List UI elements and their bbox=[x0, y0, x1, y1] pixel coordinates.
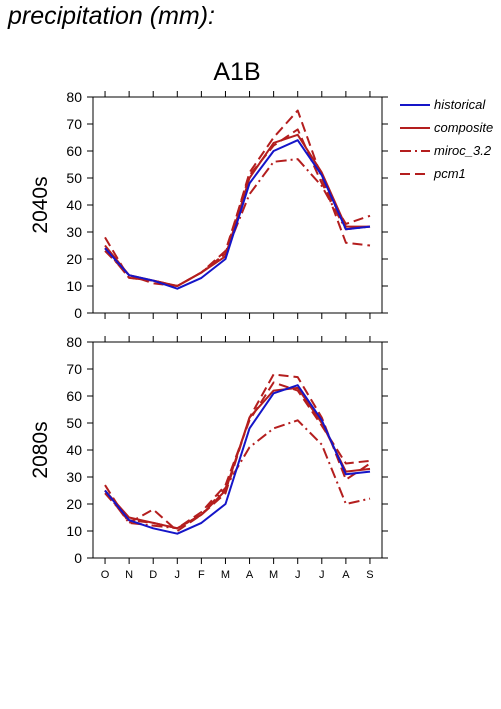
x-tick-label: D bbox=[149, 569, 157, 581]
x-tick-label: S bbox=[366, 569, 373, 581]
y-axis-label: 2080s bbox=[29, 421, 52, 478]
series-line-extra bbox=[104, 381, 371, 530]
x-tick-label: M bbox=[269, 569, 278, 581]
scenario-label: A1B bbox=[213, 58, 260, 86]
series-line-extra bbox=[104, 128, 371, 287]
legend-label-historical: historical bbox=[434, 97, 486, 112]
y-tick-label: 40 bbox=[66, 442, 82, 458]
y-tick-label: 0 bbox=[74, 550, 82, 566]
y-tick-label: 30 bbox=[66, 469, 82, 485]
y-tick-label: 50 bbox=[66, 415, 82, 431]
y-tick-label: 20 bbox=[66, 251, 82, 267]
x-tick-label: A bbox=[246, 569, 254, 581]
x-tick-label: N bbox=[125, 569, 133, 581]
plot-frame bbox=[92, 96, 383, 314]
panel-2080s: 0 10 20 30 40 50 60 70 80 O N D J F M A M J J A S 2080s bbox=[29, 334, 388, 581]
y-tick-label: 80 bbox=[66, 334, 82, 350]
x-tick-label: J bbox=[295, 569, 301, 581]
x-tick-label: O bbox=[101, 569, 110, 581]
y-tick-label: 80 bbox=[66, 89, 82, 105]
series-line-historical bbox=[104, 139, 371, 290]
legend: historical composite miroc_3.2 pcm1 bbox=[400, 97, 493, 181]
y-tick-label: 70 bbox=[66, 116, 82, 132]
y-tick-label: 50 bbox=[66, 170, 82, 186]
x-tick-label: A bbox=[342, 569, 350, 581]
y-tick-label: 10 bbox=[66, 278, 82, 294]
y-tick-label: 60 bbox=[66, 143, 82, 159]
y-tick-label: 0 bbox=[74, 305, 82, 321]
x-tick-label: J bbox=[319, 569, 325, 581]
x-tick-label: F bbox=[198, 569, 205, 581]
x-tick-label: M bbox=[221, 569, 230, 581]
y-tick-label: 60 bbox=[66, 388, 82, 404]
series-line-miroc bbox=[104, 419, 371, 530]
y-tick-label: 40 bbox=[66, 197, 82, 213]
legend-label-pcm1: pcm1 bbox=[433, 166, 466, 181]
y-tick-label: 10 bbox=[66, 523, 82, 539]
y-axis-label: 2040s bbox=[29, 176, 52, 233]
legend-label-miroc: miroc_3.2 bbox=[434, 143, 492, 158]
figure-title: precipitation (mm): bbox=[8, 2, 215, 30]
x-tick-label: J bbox=[175, 569, 181, 581]
panel-2040s: 0 10 20 30 40 50 60 70 80 2040s bbox=[29, 89, 388, 321]
y-tick-label: 30 bbox=[66, 224, 82, 240]
series-line-historical bbox=[104, 384, 371, 535]
y-tick-label: 20 bbox=[66, 496, 82, 512]
y-tick-label: 70 bbox=[66, 361, 82, 377]
legend-label-composite: composite bbox=[434, 120, 493, 135]
